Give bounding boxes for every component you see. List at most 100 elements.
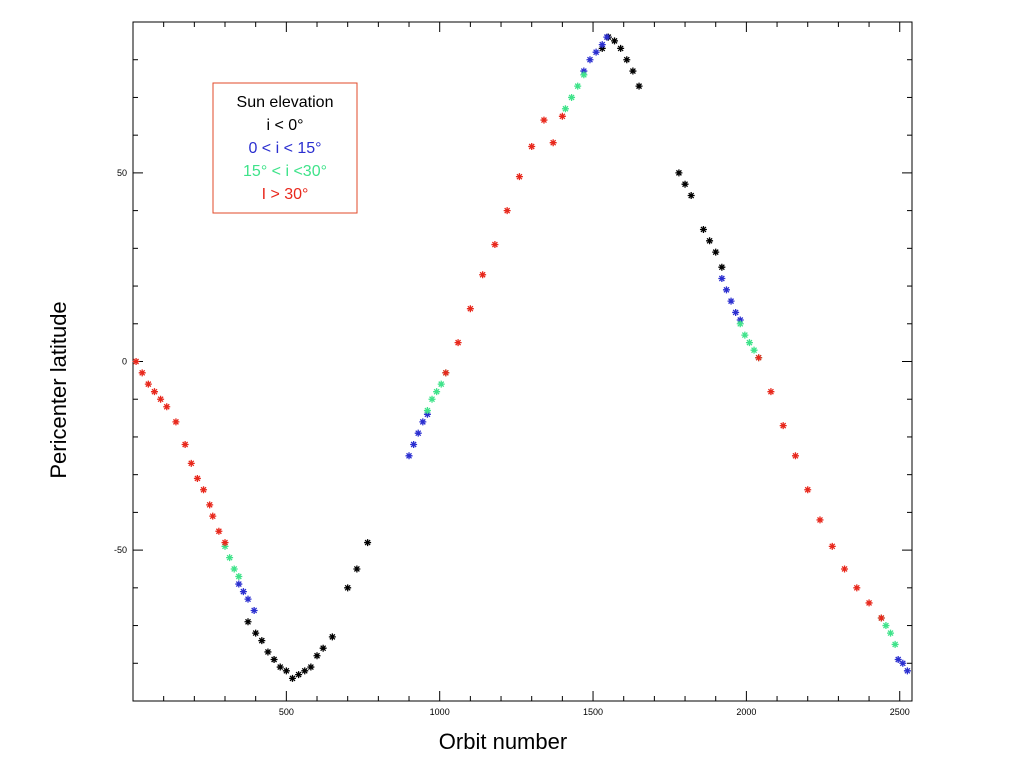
data-point — [138, 369, 146, 377]
x-tick-label: 2500 — [890, 707, 910, 717]
data-point — [150, 388, 158, 396]
data-point — [132, 358, 140, 365]
data-point — [328, 633, 336, 641]
y-tick-label: -50 — [114, 545, 127, 555]
data-point — [301, 667, 309, 675]
data-point — [816, 516, 824, 524]
legend-box — [212, 82, 358, 214]
data-point — [307, 663, 315, 671]
y-tick-label: 0 — [122, 357, 127, 367]
legend-entry-high-sun: I > 30° — [262, 186, 309, 203]
data-point — [364, 539, 372, 547]
data-point — [163, 403, 171, 411]
data-point — [580, 67, 588, 75]
data-point — [437, 380, 445, 388]
data-point — [235, 573, 243, 581]
data-point — [779, 422, 787, 430]
x-tick-label: 1500 — [583, 707, 603, 717]
x-tick-label: 1000 — [430, 707, 450, 717]
data-point — [200, 486, 208, 494]
data-point — [252, 629, 260, 637]
data-point — [699, 225, 707, 233]
data-point — [258, 637, 266, 645]
data-point — [635, 82, 643, 90]
data-point — [187, 459, 195, 467]
data-point — [442, 369, 450, 377]
data-point — [528, 142, 536, 150]
data-point — [791, 452, 799, 460]
data-point — [903, 667, 911, 675]
data-point — [239, 588, 247, 596]
data-point — [172, 418, 180, 426]
data-point — [319, 644, 327, 652]
data-point — [687, 192, 695, 200]
data-point — [491, 241, 499, 249]
data-point — [428, 395, 436, 403]
data-point — [454, 339, 462, 347]
data-point — [540, 116, 548, 124]
data-point — [313, 652, 321, 660]
data-point — [580, 71, 588, 79]
legend-entry-low-sun: 0 < i < 15° — [248, 140, 321, 157]
series-group — [132, 112, 885, 622]
data-point — [282, 667, 290, 675]
data-point — [549, 139, 557, 147]
legend: Sun elevation i < 0° 0 < i < 15° 15° < i… — [212, 82, 358, 214]
data-point — [755, 354, 763, 362]
data-point — [423, 407, 431, 415]
data-point — [353, 565, 361, 573]
data-point — [414, 429, 422, 437]
data-point — [741, 331, 749, 339]
data-point — [712, 248, 720, 256]
data-point — [718, 275, 726, 283]
x-tick-label: 500 — [279, 707, 294, 717]
data-point — [215, 527, 223, 535]
data-point — [718, 263, 726, 271]
legend-entry-mid-sun: 15° < i <30° — [243, 163, 327, 180]
data-point — [745, 339, 753, 347]
data-point — [295, 671, 303, 679]
legend-title: Sun elevation — [237, 94, 334, 111]
data-point — [722, 286, 730, 294]
data-point — [423, 410, 431, 418]
series-group — [221, 71, 899, 648]
data-point — [882, 622, 890, 630]
data-point — [598, 41, 606, 49]
data-point — [804, 486, 812, 494]
data-point — [568, 93, 576, 101]
data-point — [675, 169, 683, 177]
data-point — [433, 388, 441, 396]
data-point — [410, 440, 418, 448]
data-point — [706, 237, 714, 245]
y-tick-label: 50 — [117, 168, 127, 178]
data-point — [221, 539, 229, 547]
data-point — [894, 656, 902, 664]
data-point — [226, 554, 234, 562]
data-point — [899, 659, 907, 667]
data-point — [561, 105, 569, 113]
data-point — [288, 674, 296, 682]
data-point — [276, 663, 284, 671]
data-point — [558, 112, 566, 120]
data-point — [853, 584, 861, 592]
data-point — [144, 380, 152, 388]
data-point — [503, 207, 511, 215]
data-point — [479, 271, 487, 279]
data-point — [611, 37, 619, 45]
data-point — [405, 452, 413, 460]
data-point — [623, 56, 631, 64]
data-point — [193, 474, 201, 482]
x-tick-label: 2000 — [736, 707, 756, 717]
x-axis-label: Orbit number — [439, 729, 567, 754]
data-point — [736, 316, 744, 324]
data-point — [221, 542, 229, 550]
series-group — [235, 33, 911, 675]
data-point — [891, 640, 899, 648]
y-axis-label: Pericenter latitude — [46, 301, 71, 478]
data-point — [681, 180, 689, 188]
data-point — [244, 595, 252, 603]
data-point — [466, 305, 474, 313]
legend-entry-night: i < 0° — [266, 117, 303, 134]
data-point — [344, 584, 352, 592]
data-point — [732, 308, 740, 316]
